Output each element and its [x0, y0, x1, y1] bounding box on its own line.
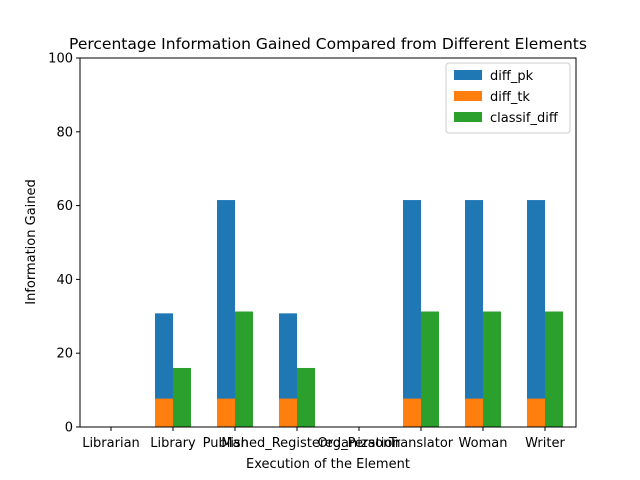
- axes-group: 0 20 40 60 80 100 Librarian Library ManPublished…: [48, 52, 577, 451]
- bar-diff_tk-7: [527, 398, 545, 427]
- bar-diff_tk-3: [279, 398, 297, 427]
- bar-diff_pk-7: [527, 200, 545, 427]
- legend-label-classif_diff: classif_diff: [490, 111, 559, 126]
- y-tick-label: 60: [56, 199, 73, 214]
- bar-classif_diff-5: [421, 311, 439, 427]
- bar-diff_pk-1: [155, 313, 173, 427]
- legend-label-diff_tk: diff_tk: [490, 90, 530, 105]
- x-axis-label: Execution of the Element: [246, 457, 410, 472]
- x-tick-label: Man: [221, 436, 248, 451]
- x-tick-label: Woman: [459, 436, 508, 451]
- legend-label-diff_pk: diff_pk: [490, 69, 534, 84]
- legend-swatch-diff_pk: [454, 70, 482, 80]
- bar-classif_diff-2: [235, 311, 253, 427]
- bar-classif_diff-6: [483, 311, 501, 427]
- bar-classif_diff-7: [545, 311, 563, 427]
- plot-frame: [79, 57, 577, 428]
- bar-diff_pk-2: [217, 200, 235, 427]
- y-tick-label: 20: [56, 347, 73, 362]
- y-axis-label: Information Gained: [24, 179, 39, 305]
- x-tick-label: Librarian: [82, 436, 140, 451]
- x-tick-label: Library: [150, 436, 196, 451]
- legend: diff_pk diff_tk classif_diff: [445, 62, 571, 134]
- bar-diff_tk-6: [465, 398, 483, 427]
- y-tick-label: 0: [65, 421, 73, 436]
- x-tick-label: Writer: [525, 436, 565, 451]
- bar-diff_pk-5: [403, 200, 421, 427]
- x-tick-label: Organization: [317, 436, 400, 451]
- bar-classif_diff-1: [173, 367, 191, 427]
- legend-swatch-diff_tk: [454, 91, 482, 101]
- x-tick-label: Published_Registered_Person: [203, 436, 392, 451]
- y-tick-label: 40: [56, 273, 73, 288]
- bar-diff_tk-2: [217, 398, 235, 427]
- bar-classif_diff-3: [297, 367, 315, 427]
- bars-group: [155, 200, 563, 427]
- bar-diff_pk-6: [465, 200, 483, 427]
- bar-diff_tk-1: [155, 398, 173, 427]
- bar-diff_tk-5: [403, 398, 421, 427]
- legend-swatch-classif_diff: [454, 112, 482, 122]
- y-tick-label: 100: [48, 52, 73, 67]
- x-tick-label: Translator: [388, 436, 454, 451]
- bar-diff_pk-3: [279, 313, 297, 427]
- chart-title: Percentage Information Gained Compared f…: [69, 35, 587, 53]
- y-tick-label: 80: [56, 125, 73, 140]
